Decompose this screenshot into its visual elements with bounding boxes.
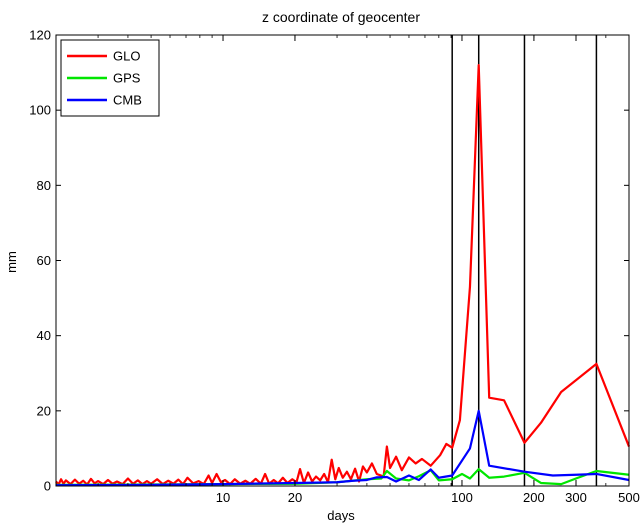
series-line-glo xyxy=(55,63,631,486)
x-tick-label: 10 xyxy=(216,490,230,505)
x-tick-label: 200 xyxy=(523,490,545,505)
y-axis-label: mm xyxy=(4,251,19,273)
y-tick-label: 40 xyxy=(37,328,51,343)
legend-label-cmb: CMB xyxy=(113,93,142,108)
series-line-cmb xyxy=(55,409,630,487)
x-tick-label: 500 xyxy=(618,490,640,505)
chart-title: z coordinate of geocenter xyxy=(262,9,420,25)
series-layer xyxy=(55,63,631,487)
legend-label-glo: GLO xyxy=(113,49,140,64)
vertical-reference-lines xyxy=(451,35,598,486)
legend: GLO GPS CMB xyxy=(60,39,160,117)
y-tick-label: 80 xyxy=(37,178,51,193)
x-tick-label: 20 xyxy=(288,490,302,505)
y-tick-label: 60 xyxy=(37,253,51,268)
x-axis-ticks: 10 20 100 200 300 500 xyxy=(55,35,640,505)
legend-label-gps: GPS xyxy=(113,71,141,86)
x-tick-label: 300 xyxy=(565,490,587,505)
x-axis-label: days xyxy=(327,508,355,523)
y-axis-ticks: 0 20 40 60 80 100 120 xyxy=(29,28,629,494)
y-tick-label: 120 xyxy=(29,28,51,43)
y-tick-label: 100 xyxy=(29,103,51,118)
y-tick-label: 0 xyxy=(44,479,51,494)
y-tick-label: 20 xyxy=(37,403,51,418)
x-tick-label: 100 xyxy=(451,490,473,505)
